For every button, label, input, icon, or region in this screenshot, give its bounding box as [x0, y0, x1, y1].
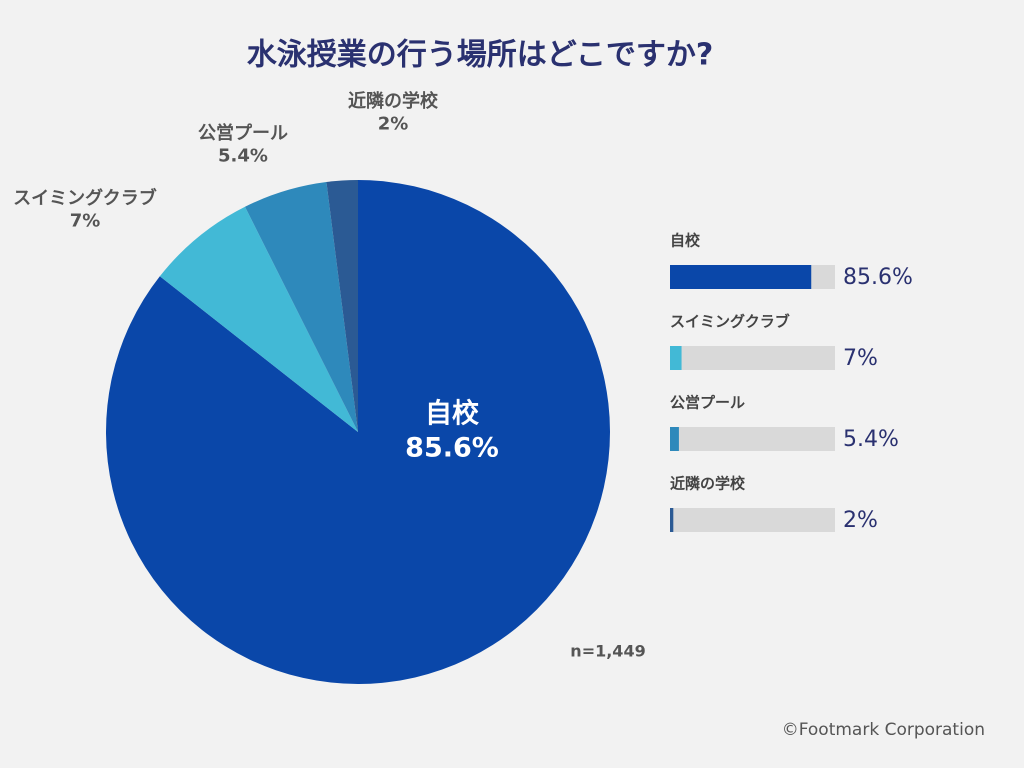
bar-track: [670, 508, 835, 532]
bar-category-label: スイミングクラブ: [670, 313, 790, 331]
slice-label: 公営プール: [198, 122, 288, 144]
slice-label: 近隣の学校: [348, 90, 439, 112]
bar-value-label: 7%: [843, 346, 878, 371]
slice-value-label: 5.4%: [218, 145, 268, 166]
slice-label: 自校: [425, 398, 479, 430]
pie-slice: [326, 180, 358, 432]
bar-category-label: 近隣の学校: [670, 475, 746, 493]
pie-slice: [159, 206, 358, 432]
slice-value-label: 85.6%: [405, 432, 499, 463]
bar-track: [670, 427, 835, 451]
chart-title: 水泳授業の行う場所はどこですか?: [247, 38, 714, 73]
bar: [670, 427, 679, 451]
bar: [670, 346, 682, 370]
pie-slice: [245, 181, 358, 432]
slice-value-label: 7%: [70, 210, 101, 231]
bar: [670, 508, 674, 532]
slice-value-label: 2%: [378, 113, 409, 134]
bar-value-label: 2%: [843, 508, 878, 533]
slice-label: スイミングクラブ: [13, 187, 157, 209]
sample-size: n=1,449: [570, 642, 645, 661]
bar-track: [670, 346, 835, 370]
credit: ©Footmark Corporation: [782, 720, 985, 740]
bar-category-label: 自校: [670, 232, 701, 250]
bar-value-label: 85.6%: [843, 265, 913, 290]
bar-value-label: 5.4%: [843, 427, 899, 452]
bar-category-label: 公営プール: [670, 394, 745, 412]
bar: [670, 265, 812, 289]
